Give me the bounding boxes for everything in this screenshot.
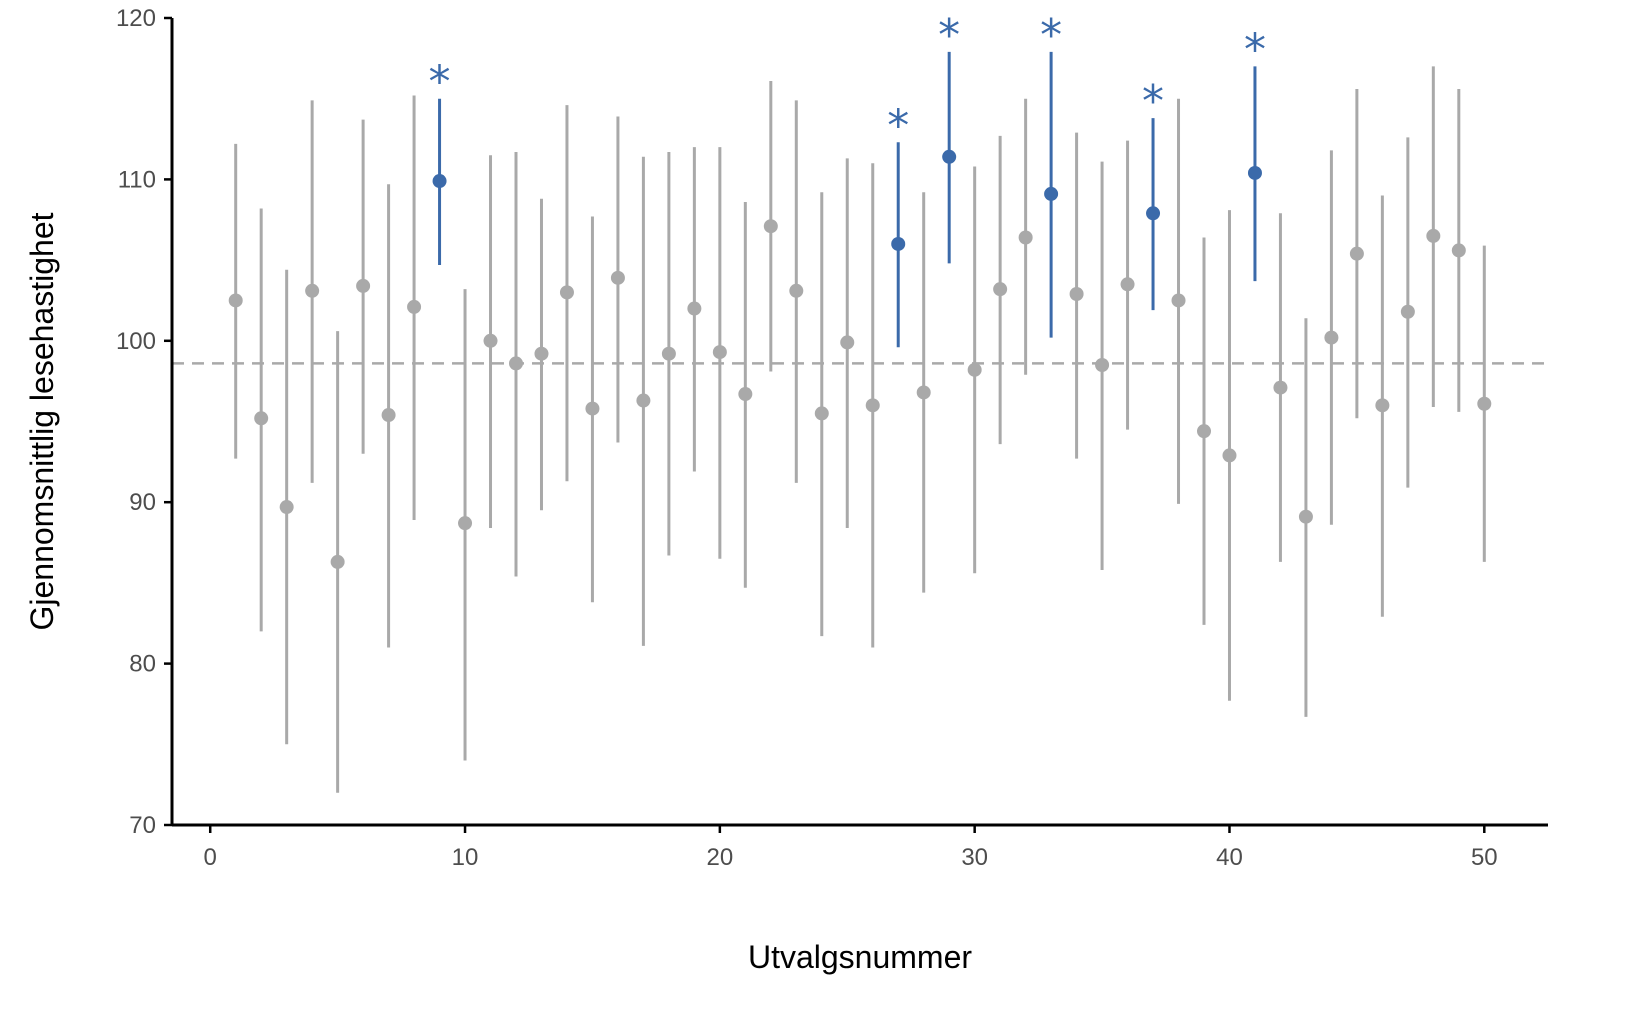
data-point [381,408,396,423]
data-point [1171,293,1186,308]
data-point [228,293,243,308]
data-point [942,149,957,164]
y-tick-label: 80 [129,651,156,678]
data-point [1247,165,1262,180]
y-axis-ticks: 70 80 90 100 110 120 [116,5,172,839]
y-tick-label: 110 [118,166,156,193]
x-tick-label: 0 [204,844,217,871]
data-point [279,500,294,515]
data-point [330,554,345,569]
data-point [1477,396,1492,411]
data-point [1044,186,1059,201]
significance-star: * [429,57,451,108]
data-point [1069,286,1084,301]
data-point [432,174,447,189]
data-point [1120,277,1135,292]
data-point [458,516,473,531]
data-point [1018,230,1033,245]
error-bar-layer [234,51,1486,793]
data-point [585,401,600,416]
data-point [1095,358,1110,373]
data-point [916,385,931,400]
y-tick-label: 70 [129,812,156,839]
data-point [789,283,804,298]
x-tick-label: 50 [1471,844,1498,871]
data-point [407,299,422,314]
data-point [1324,330,1339,345]
data-point [254,411,269,426]
data-point [1222,448,1237,463]
y-tick-label: 100 [116,328,156,355]
data-point [305,283,320,298]
data-point [967,362,982,377]
significance-star: * [938,10,960,61]
point-layer [228,149,1492,569]
data-point [509,356,523,371]
x-tick-label: 20 [707,844,734,871]
data-point [661,346,676,361]
x-tick-label: 10 [452,844,479,871]
x-tick-label: 40 [1216,844,1243,871]
data-point [1426,228,1441,243]
data-point [865,398,880,413]
data-point [1197,424,1211,439]
x-axis-ticks: 0 10 20 30 40 50 [204,825,1498,871]
data-point [1400,304,1415,319]
x-tick-label: 30 [961,844,988,871]
data-point [840,335,855,350]
plot-area: * * * * * * [172,10,1548,793]
significance-star: * [1040,10,1062,61]
data-point [1451,243,1466,258]
data-point [1375,398,1390,413]
data-point [738,387,753,402]
data-point [814,406,829,421]
data-point [534,346,549,361]
data-point [610,270,625,285]
data-point [891,236,906,251]
data-point [687,301,702,316]
significance-star: * [887,100,909,151]
data-point [1146,206,1161,221]
y-tick-label: 90 [129,489,156,516]
data-point [636,393,651,408]
data-point [1273,380,1288,395]
data-point [763,219,778,234]
y-tick-label: 120 [116,5,156,32]
y-axis-title: Gjennomsnittlig lesehastighet [24,212,60,630]
data-point [1298,509,1313,524]
data-point [1349,246,1364,261]
data-point [712,345,727,360]
x-axis-title: Utvalgsnummer [748,939,972,975]
data-point [483,333,498,348]
significance-star: * [1142,76,1164,127]
data-point [559,285,574,300]
significance-marker-layer: * * * * * * [429,10,1266,151]
data-point [356,278,371,293]
data-point [993,282,1008,297]
significance-star: * [1244,24,1266,75]
axes: 70 80 90 100 110 120 0 10 20 30 40 50 [116,5,1548,871]
